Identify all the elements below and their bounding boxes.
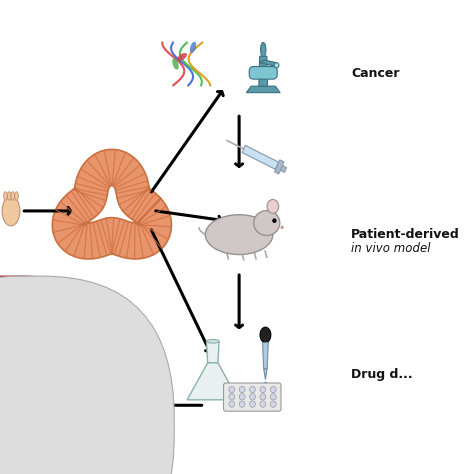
Text: in vivo model: in vivo model [351, 242, 430, 255]
Polygon shape [274, 160, 284, 174]
Circle shape [229, 394, 235, 400]
Circle shape [270, 401, 276, 407]
Circle shape [270, 394, 276, 400]
Circle shape [250, 401, 255, 407]
Circle shape [239, 386, 245, 392]
Circle shape [229, 401, 235, 407]
Text: Patient-derived: Patient-derived [351, 228, 460, 241]
Polygon shape [187, 363, 238, 400]
Polygon shape [207, 341, 219, 363]
Ellipse shape [11, 191, 15, 200]
Ellipse shape [2, 196, 20, 226]
Ellipse shape [4, 191, 7, 200]
Ellipse shape [190, 42, 196, 53]
FancyBboxPatch shape [249, 66, 277, 79]
Circle shape [270, 386, 276, 392]
Circle shape [250, 394, 255, 400]
Circle shape [281, 226, 283, 229]
Circle shape [239, 401, 245, 407]
Polygon shape [242, 146, 279, 169]
Circle shape [260, 386, 266, 392]
Ellipse shape [8, 191, 11, 200]
Polygon shape [246, 86, 280, 93]
Polygon shape [259, 56, 268, 86]
Circle shape [260, 401, 266, 407]
Circle shape [274, 63, 279, 68]
Ellipse shape [173, 58, 179, 70]
Text: Drug d...: Drug d... [351, 368, 412, 381]
FancyBboxPatch shape [224, 383, 281, 411]
Circle shape [239, 394, 245, 400]
Circle shape [229, 386, 235, 392]
Polygon shape [276, 164, 287, 173]
Polygon shape [264, 369, 267, 380]
Ellipse shape [263, 383, 267, 389]
Text: Cancer: Cancer [351, 67, 400, 80]
Ellipse shape [260, 327, 271, 343]
Polygon shape [260, 60, 276, 67]
Ellipse shape [177, 53, 187, 61]
FancyBboxPatch shape [0, 276, 174, 474]
FancyBboxPatch shape [0, 276, 154, 474]
Circle shape [250, 386, 255, 392]
Ellipse shape [207, 339, 219, 343]
Circle shape [260, 394, 266, 400]
Ellipse shape [15, 191, 18, 200]
Ellipse shape [205, 215, 273, 255]
Ellipse shape [261, 43, 266, 57]
Ellipse shape [254, 210, 280, 236]
Polygon shape [263, 343, 268, 369]
Ellipse shape [267, 200, 279, 213]
Circle shape [272, 219, 276, 223]
Polygon shape [52, 149, 172, 259]
